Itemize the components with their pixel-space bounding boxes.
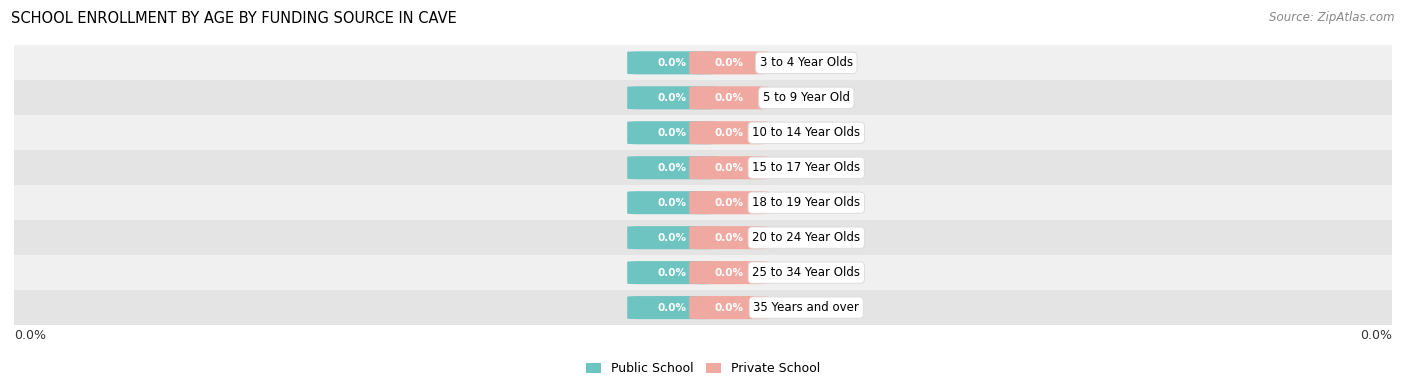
- Text: 0.0%: 0.0%: [714, 233, 744, 243]
- FancyBboxPatch shape: [627, 156, 717, 179]
- Text: 0.0%: 0.0%: [714, 128, 744, 138]
- Text: 0.0%: 0.0%: [714, 58, 744, 68]
- FancyBboxPatch shape: [627, 86, 717, 109]
- Bar: [14, 255, 1392, 290]
- Text: 0.0%: 0.0%: [658, 163, 686, 173]
- Text: 5 to 9 Year Old: 5 to 9 Year Old: [763, 91, 849, 104]
- Text: 10 to 14 Year Olds: 10 to 14 Year Olds: [752, 126, 860, 139]
- Text: 0.0%: 0.0%: [714, 93, 744, 103]
- Text: 15 to 17 Year Olds: 15 to 17 Year Olds: [752, 161, 860, 174]
- Legend: Public School, Private School: Public School, Private School: [581, 357, 825, 378]
- FancyBboxPatch shape: [627, 296, 717, 319]
- Text: 0.0%: 0.0%: [658, 93, 686, 103]
- FancyBboxPatch shape: [627, 51, 717, 74]
- Text: 0.0%: 0.0%: [658, 58, 686, 68]
- Bar: [14, 45, 1392, 81]
- Text: SCHOOL ENROLLMENT BY AGE BY FUNDING SOURCE IN CAVE: SCHOOL ENROLLMENT BY AGE BY FUNDING SOUR…: [11, 11, 457, 26]
- Text: 0.0%: 0.0%: [714, 303, 744, 313]
- Text: 0.0%: 0.0%: [714, 163, 744, 173]
- FancyBboxPatch shape: [627, 226, 717, 249]
- FancyBboxPatch shape: [627, 191, 717, 214]
- FancyBboxPatch shape: [689, 86, 769, 109]
- Bar: [14, 290, 1392, 325]
- Text: 0.0%: 0.0%: [1360, 329, 1392, 342]
- FancyBboxPatch shape: [689, 156, 769, 179]
- Text: 0.0%: 0.0%: [658, 128, 686, 138]
- FancyBboxPatch shape: [689, 121, 769, 144]
- Text: 3 to 4 Year Olds: 3 to 4 Year Olds: [759, 56, 853, 69]
- Bar: [14, 220, 1392, 255]
- Bar: [14, 115, 1392, 150]
- Text: 0.0%: 0.0%: [658, 233, 686, 243]
- Text: 0.0%: 0.0%: [14, 329, 46, 342]
- Text: 0.0%: 0.0%: [714, 268, 744, 277]
- Bar: [14, 81, 1392, 115]
- FancyBboxPatch shape: [627, 261, 717, 284]
- Text: 0.0%: 0.0%: [658, 198, 686, 208]
- Text: 0.0%: 0.0%: [714, 198, 744, 208]
- FancyBboxPatch shape: [689, 191, 769, 214]
- Bar: [14, 185, 1392, 220]
- FancyBboxPatch shape: [689, 296, 769, 319]
- Text: 0.0%: 0.0%: [658, 303, 686, 313]
- Text: 25 to 34 Year Olds: 25 to 34 Year Olds: [752, 266, 860, 279]
- Text: 0.0%: 0.0%: [658, 268, 686, 277]
- FancyBboxPatch shape: [689, 261, 769, 284]
- FancyBboxPatch shape: [627, 121, 717, 144]
- Bar: [14, 150, 1392, 185]
- Text: 18 to 19 Year Olds: 18 to 19 Year Olds: [752, 196, 860, 209]
- Text: 20 to 24 Year Olds: 20 to 24 Year Olds: [752, 231, 860, 244]
- FancyBboxPatch shape: [689, 51, 769, 74]
- FancyBboxPatch shape: [689, 226, 769, 249]
- Text: Source: ZipAtlas.com: Source: ZipAtlas.com: [1270, 11, 1395, 24]
- Text: 35 Years and over: 35 Years and over: [754, 301, 859, 314]
